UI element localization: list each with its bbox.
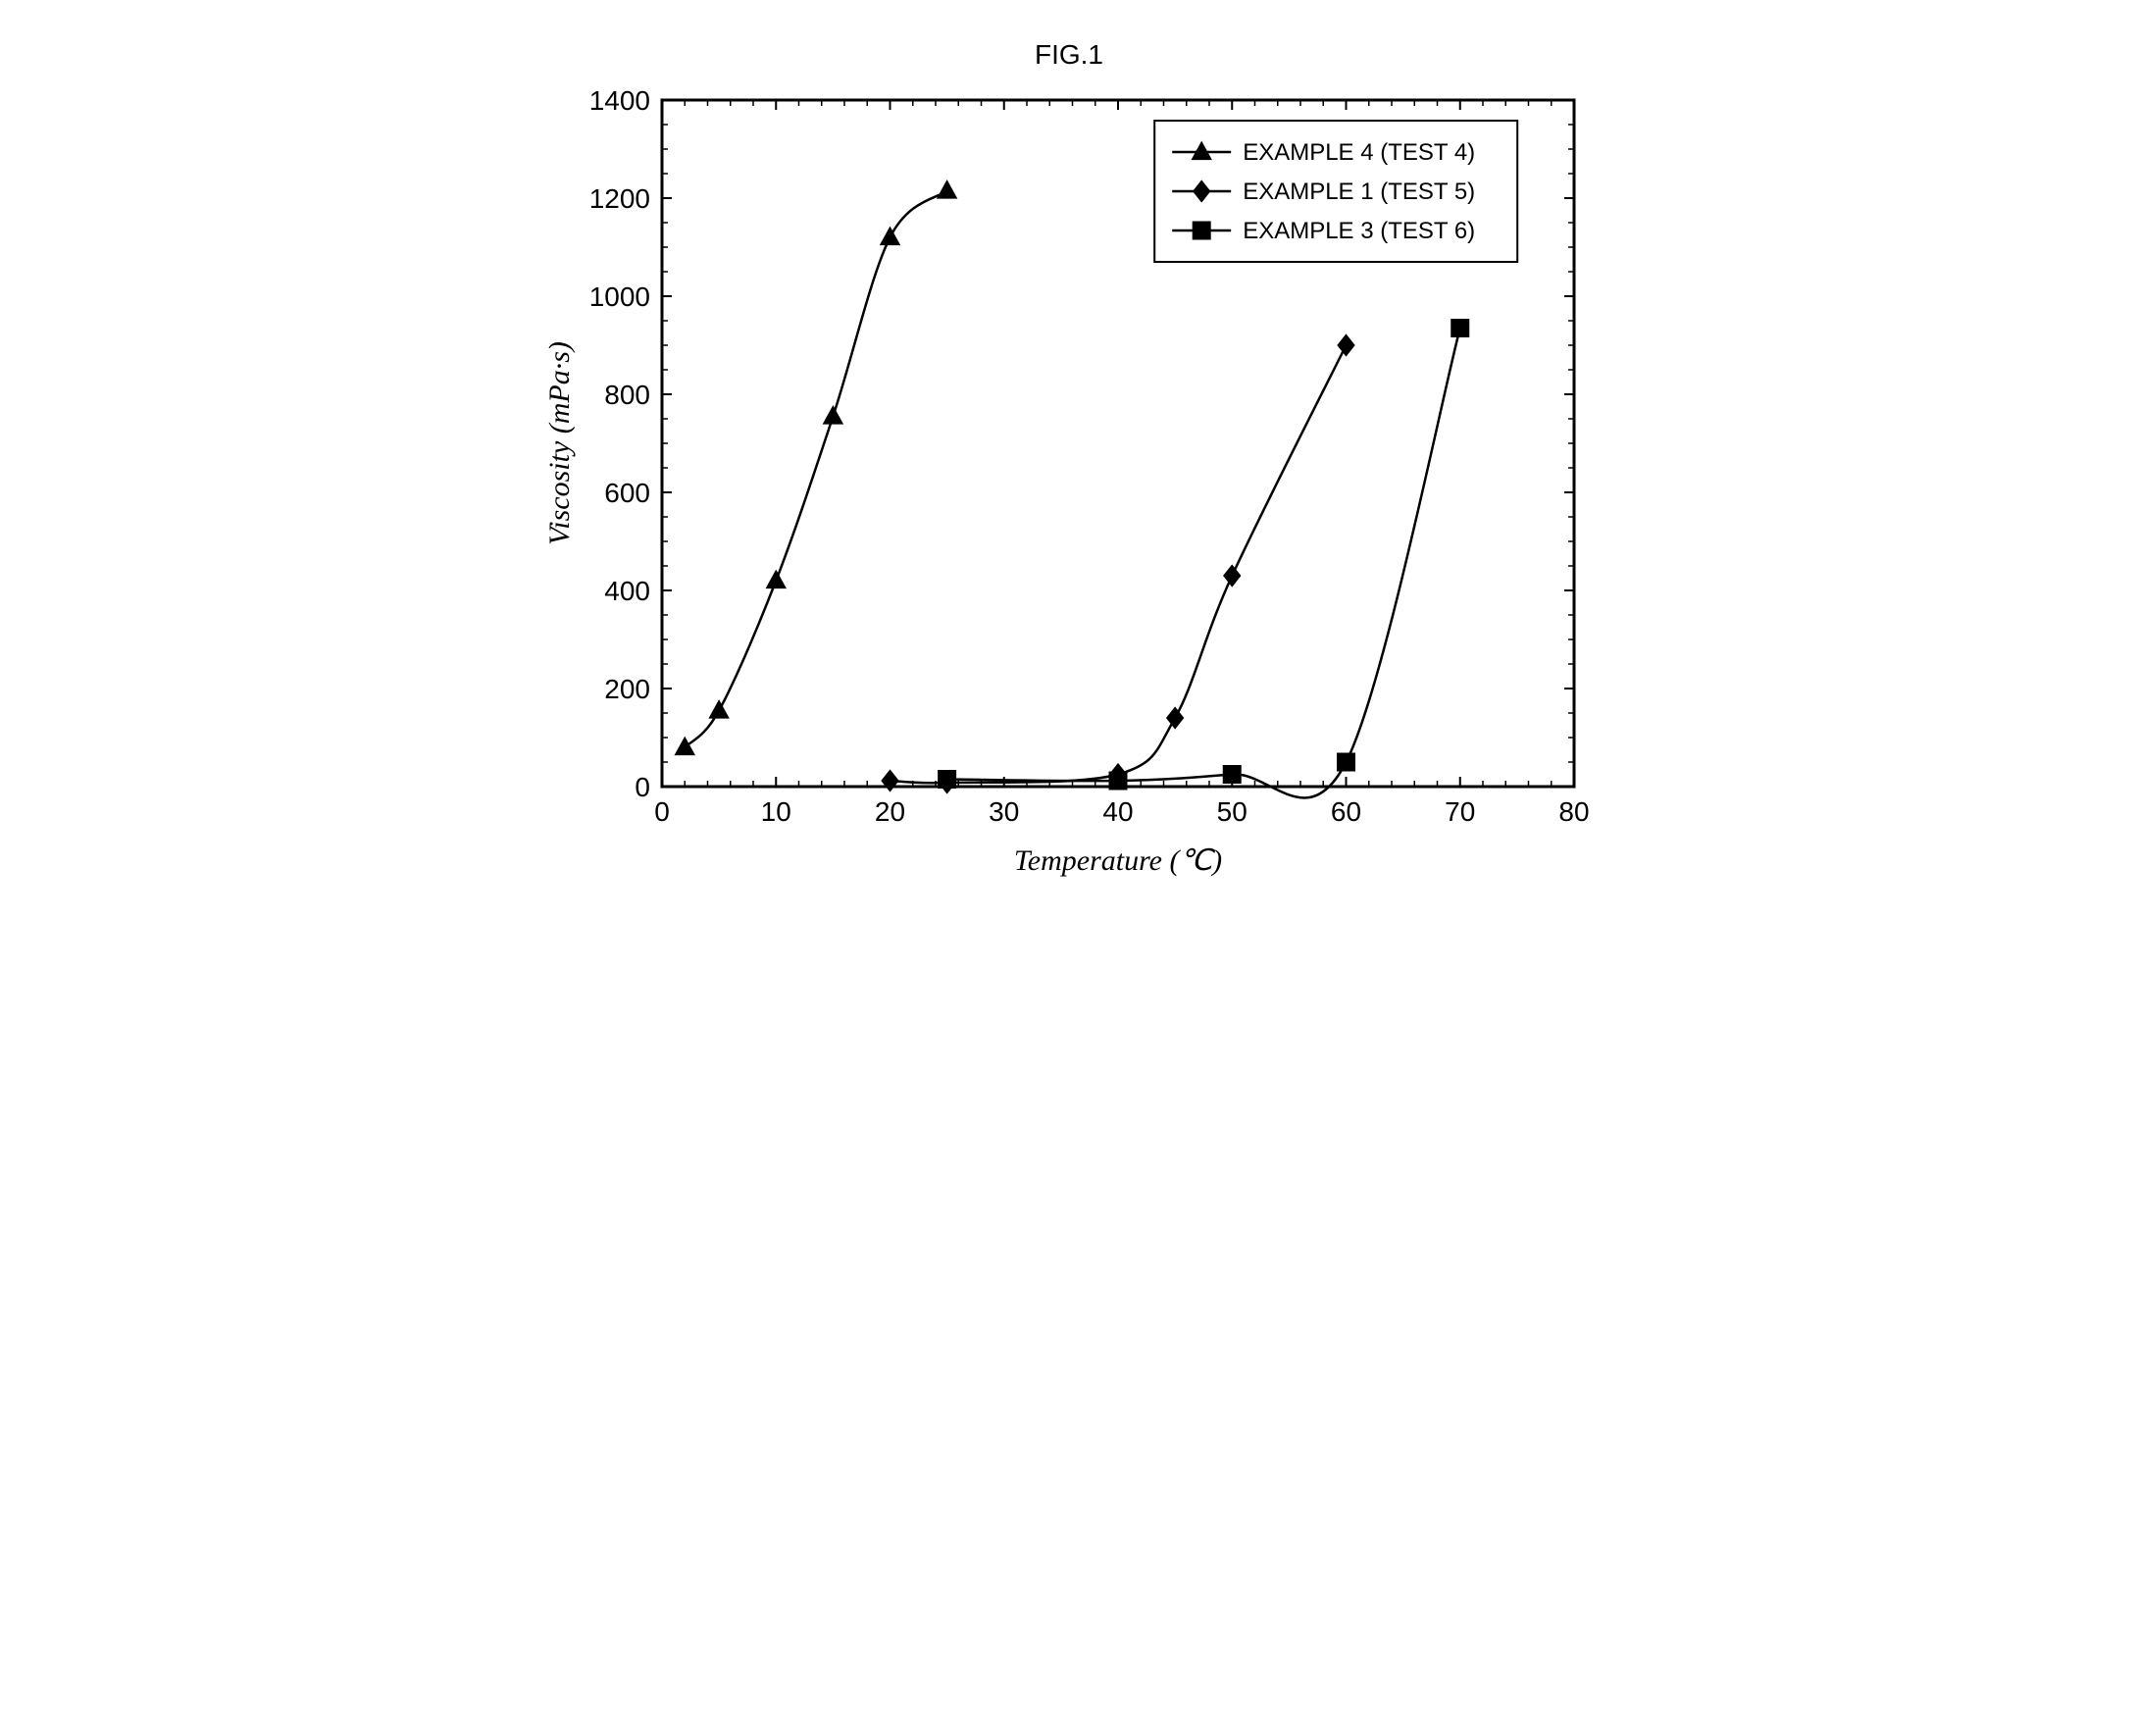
svg-text:800: 800: [604, 380, 650, 410]
svg-text:1400: 1400: [589, 85, 650, 116]
svg-text:0: 0: [654, 796, 670, 827]
svg-text:80: 80: [1558, 796, 1589, 827]
svg-text:1000: 1000: [589, 281, 650, 312]
svg-text:30: 30: [989, 796, 1019, 827]
svg-text:600: 600: [604, 478, 650, 508]
viscosity-chart: 0102030405060708002004006008001000120014…: [534, 80, 1604, 894]
svg-text:Temperature (℃): Temperature (℃): [1014, 844, 1222, 877]
svg-text:200: 200: [604, 674, 650, 704]
svg-text:1200: 1200: [589, 183, 650, 214]
svg-text:EXAMPLE 1 (TEST 5): EXAMPLE 1 (TEST 5): [1243, 179, 1475, 205]
svg-text:20: 20: [875, 796, 905, 827]
svg-text:50: 50: [1217, 796, 1247, 827]
svg-text:Viscosity (mPa·s): Viscosity (mPa·s): [543, 341, 576, 545]
svg-text:400: 400: [604, 576, 650, 606]
svg-text:60: 60: [1331, 796, 1361, 827]
svg-text:10: 10: [761, 796, 791, 827]
svg-text:EXAMPLE 4 (TEST 4): EXAMPLE 4 (TEST 4): [1243, 139, 1475, 166]
figure-title: FIG.1: [534, 39, 1604, 71]
svg-text:40: 40: [1102, 796, 1133, 827]
figure-container: FIG.1 0102030405060708002004006008001000…: [534, 39, 1604, 894]
svg-text:70: 70: [1445, 796, 1475, 827]
svg-text:0: 0: [635, 772, 650, 802]
svg-text:EXAMPLE 3 (TEST 6): EXAMPLE 3 (TEST 6): [1243, 218, 1475, 244]
